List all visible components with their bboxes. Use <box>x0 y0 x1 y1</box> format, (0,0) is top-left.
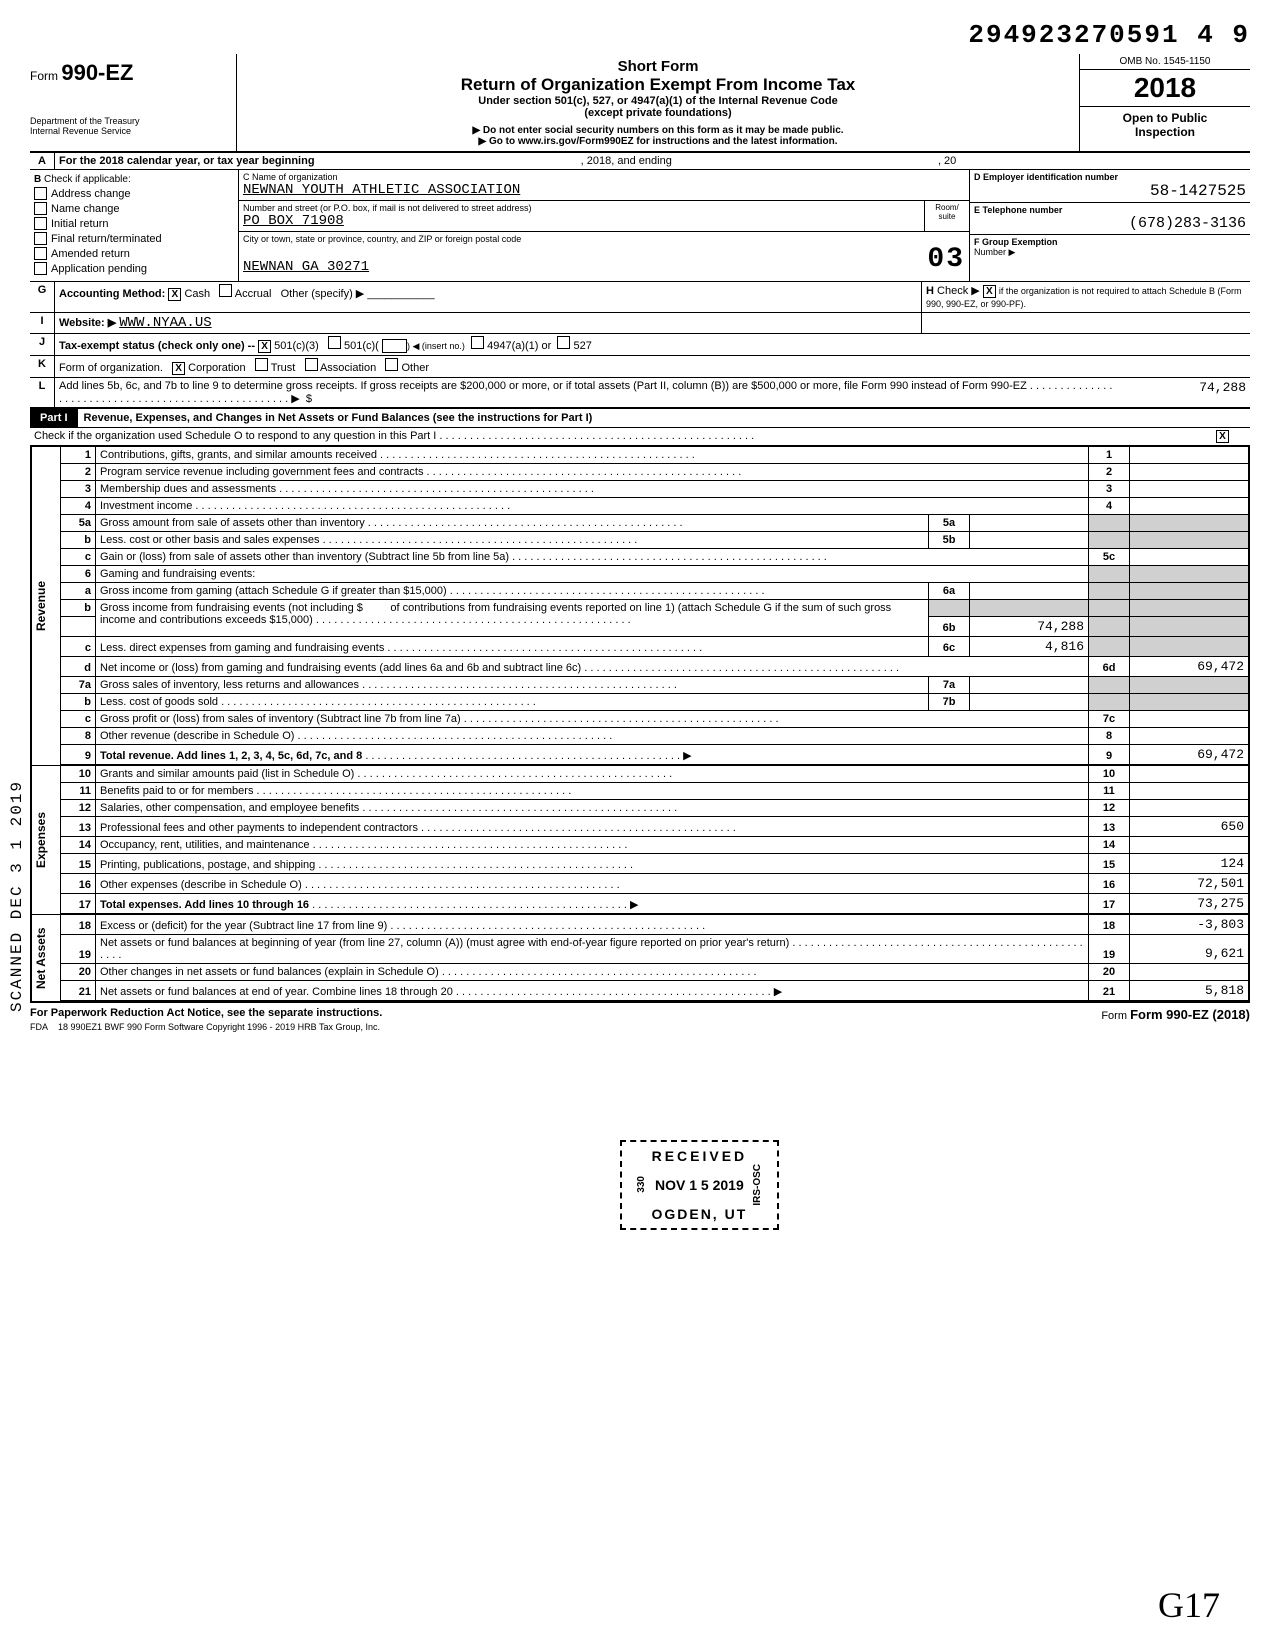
website-row: Website: ▶ WWW.NYAA.US <box>55 313 922 333</box>
cb-sched-o[interactable]: X <box>1216 430 1229 443</box>
d-label: D Employer identification number <box>974 172 1246 182</box>
cb-initial-return[interactable]: Initial return <box>34 217 234 230</box>
cb-501c3[interactable]: X <box>258 340 271 353</box>
open-public: Open to Public Inspection <box>1080 107 1250 143</box>
expenses-label: Expenses <box>31 765 61 914</box>
form-header: Form 990-EZ Department of the Treasury I… <box>30 54 1250 153</box>
city-instr: City or town, state or province, country… <box>243 234 965 244</box>
netassets-label: Net Assets <box>31 914 61 1001</box>
f-label2: Number ▶ <box>974 247 1246 258</box>
e-label: E Telephone number <box>974 205 1246 215</box>
dept: Department of the Treasury Internal Reve… <box>30 116 230 136</box>
dln: 294923270591 4 9 <box>968 20 1250 50</box>
big-03: 03 <box>927 244 965 275</box>
cb-cash[interactable]: X <box>168 288 181 301</box>
cb-sched-b[interactable]: X <box>983 285 996 298</box>
signature: G17 <box>1158 1584 1220 1626</box>
cb-corp[interactable]: X <box>172 362 185 375</box>
addr-instr: Number and street (or P.O. box, if mail … <box>243 203 920 213</box>
netassets-table: 18Excess or (deficit) for the year (Subt… <box>61 914 1249 1001</box>
l-amount: 74,288 <box>1122 378 1250 407</box>
part1-check-text: Check if the organization used Schedule … <box>30 428 1212 445</box>
accounting-method: Accounting Method: X Cash Accrual Other … <box>55 282 922 312</box>
revenue-table: 1Contributions, gifts, grants, and simil… <box>61 446 1249 765</box>
form-number: Form 990-EZ <box>30 60 230 86</box>
org-name: NEWNAN YOUTH ATHLETIC ASSOCIATION <box>243 182 965 198</box>
ein: 58-1427525 <box>974 182 1246 200</box>
cb-amended[interactable]: Amended return <box>34 247 234 260</box>
expenses-table: 10Grants and similar amounts paid (list … <box>61 765 1249 914</box>
part1-header: Part I Revenue, Expenses, and Changes in… <box>30 408 1250 428</box>
omb: OMB No. 1545-1150 <box>1080 54 1250 70</box>
city: NEWNAN GA 30271 <box>243 259 369 275</box>
footer: For Paperwork Reduction Act Notice, see … <box>30 1007 1250 1022</box>
cb-final-return[interactable]: Final return/terminated <box>34 232 234 245</box>
scanned-stamp: SCANNED DEC 3 1 2019 <box>8 780 26 1012</box>
po-box: PO BOX 71908 <box>243 213 920 229</box>
cb-app-pending[interactable]: Application pending <box>34 262 234 275</box>
entity-block: B Check if applicable: Address change Na… <box>30 170 1250 281</box>
cb-assoc[interactable] <box>305 358 318 371</box>
subtitle2: (except private foundations) <box>247 107 1069 119</box>
warn1: Do not enter social security numbers on … <box>247 125 1069 136</box>
cb-address-change[interactable]: Address change <box>34 187 234 200</box>
cb-name-change[interactable]: Name change <box>34 202 234 215</box>
cb-trust[interactable] <box>255 358 268 371</box>
line-a: A For the 2018 calendar year, or tax yea… <box>30 153 1250 170</box>
f-label: F Group Exemption <box>974 237 1246 247</box>
subtitle1: Under section 501(c), 527, or 4947(a)(1)… <box>247 95 1069 107</box>
tax-exempt: Tax-exempt status (check only one) -- X … <box>55 334 1250 355</box>
form-of-org: Form of organization. X Corporation Trus… <box>55 356 1250 377</box>
revenue-label: Revenue <box>31 446 61 765</box>
h-check: H Check ▶ X if the organization is not r… <box>922 282 1250 312</box>
tax-year: 2018 <box>1080 70 1250 107</box>
cb-527[interactable] <box>557 336 570 349</box>
cb-501c[interactable] <box>328 336 341 349</box>
phone: (678)283-3136 <box>974 215 1246 232</box>
cb-accrual[interactable] <box>219 284 232 297</box>
cb-4947[interactable] <box>471 336 484 349</box>
software-line: FDA 18 990EZ1 BWF 990 Form Software Copy… <box>30 1022 1250 1032</box>
received-stamp: RECEIVED 330 NOV 1 5 2019 IRS-OSC OGDEN,… <box>620 1140 779 1230</box>
c-label: C Name of organization <box>243 172 965 182</box>
line-l: Add lines 5b, 6c, and 7b to line 9 to de… <box>55 378 1122 407</box>
warn2: Go to www.irs.gov/Form990EZ for instruct… <box>247 136 1069 147</box>
title-short: Short Form <box>247 58 1069 75</box>
title-main: Return of Organization Exempt From Incom… <box>247 75 1069 95</box>
cb-other[interactable] <box>385 358 398 371</box>
room-suite: Room/ suite <box>925 201 969 231</box>
